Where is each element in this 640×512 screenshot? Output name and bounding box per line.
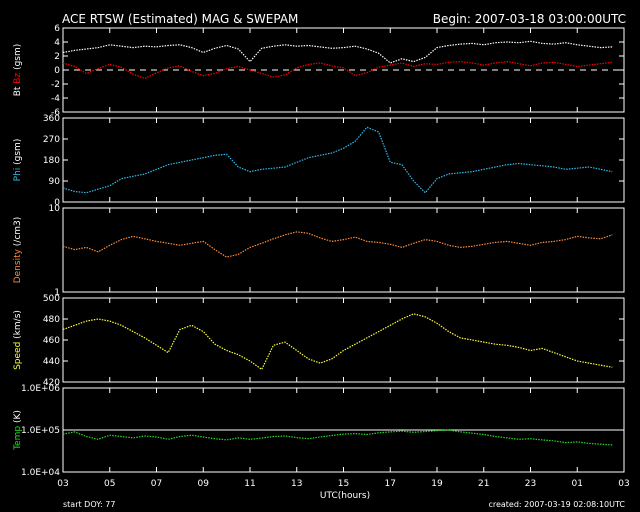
- x-tick-label: 15: [338, 479, 349, 489]
- speed-series: [62, 313, 613, 371]
- x-tick-label: 19: [431, 479, 443, 489]
- bt-series: [62, 40, 613, 64]
- x-tick-label: 05: [104, 479, 115, 489]
- y-tick-label: 500: [43, 294, 60, 304]
- y-tick-label: 420: [43, 378, 60, 388]
- y-tick-label: 1.0E+05: [21, 426, 60, 436]
- created-time: created: 2007-03-19 02:08:10UTC: [488, 500, 625, 509]
- y-tick-label: 360: [43, 114, 60, 124]
- density-panel-frame: [62, 207, 625, 293]
- y-axis-label: Temp (K): [13, 410, 23, 451]
- y-axis-label-name: Density: [13, 248, 23, 283]
- x-tick-label: 21: [478, 479, 489, 489]
- phi-panel: 360 270 180 90 0 Phi (gsm): [13, 114, 625, 208]
- y-tick-label: 1.0E+06: [21, 384, 60, 394]
- speed-panel: 500 480 460 440 420 Speed (km/s): [13, 294, 625, 388]
- x-axis-label: UTC(hours): [320, 491, 370, 501]
- plot-title: ACE RTSW (Estimated) MAG & SWEPAM: [62, 12, 298, 26]
- y-tick-label: 180: [43, 156, 60, 166]
- x-tick-label: 01: [572, 479, 583, 489]
- y-axis-label: Bt Bz (gsm): [13, 44, 23, 97]
- phi-panel-frame: [62, 117, 625, 203]
- y-tick-label: -6: [51, 108, 60, 118]
- y-axis-label-unit: (km/s): [13, 310, 23, 342]
- speed-panel-frame: [62, 297, 625, 383]
- mag-panel: 6 4 2 0 -2 -4 -6 Bt Bz (gsm): [13, 24, 625, 118]
- y-tick-label: 90: [49, 177, 61, 187]
- y-tick-label: 270: [43, 135, 60, 145]
- y-axis-label-unit: (/cm3): [13, 217, 23, 249]
- begin-time: Begin: 2007-03-18 03:00:00UTC: [433, 12, 626, 26]
- y-tick-label: -4: [51, 94, 60, 104]
- y-tick-label: 460: [43, 336, 60, 346]
- y-tick-label: 2: [54, 52, 60, 62]
- y-tick-label: 480: [43, 315, 60, 325]
- x-tick-label: 17: [385, 479, 396, 489]
- temp-panel: 1.0E+06 1.0E+05 1.0E+04 Temp (K): [13, 384, 625, 478]
- density-panel: 10 1 Density (/cm3): [13, 204, 625, 298]
- y-tick-label: -2: [51, 80, 60, 90]
- x-tick-label: 13: [291, 479, 302, 489]
- y-tick-label: 10: [49, 204, 61, 214]
- y-axis-label-name: Temp: [13, 426, 23, 451]
- phi-series: [62, 126, 613, 194]
- y-tick-label: 1: [54, 288, 60, 298]
- y-axis-label-unit: (gsm): [13, 139, 23, 168]
- y-axis-label-part: Bz: [13, 73, 23, 87]
- x-tick-label: 03: [57, 479, 68, 489]
- y-axis-label: Density (/cm3): [13, 217, 23, 284]
- y-tick-label: 1.0E+04: [21, 468, 60, 478]
- y-axis-label: Speed (km/s): [13, 310, 23, 370]
- density-series: [62, 231, 613, 258]
- start-doy: start DOY: 77: [63, 500, 115, 509]
- x-tick-label: 11: [244, 479, 255, 489]
- y-axis-label: Phi (gsm): [13, 139, 23, 182]
- y-axis-label-part: Bt: [13, 86, 23, 96]
- y-tick-label: 440: [43, 357, 60, 367]
- y-axis-label-unit: (K): [13, 410, 23, 426]
- y-tick-label: 0: [54, 198, 60, 208]
- y-tick-label: 4: [54, 38, 60, 48]
- x-tick-label: 09: [198, 479, 210, 489]
- y-axis-label-name: Phi: [13, 168, 23, 182]
- y-axis-label-part: (gsm): [13, 44, 23, 73]
- y-axis-label-name: Speed: [13, 342, 23, 370]
- x-tick-label: 23: [525, 479, 536, 489]
- x-tick-label: 07: [151, 479, 162, 489]
- y-tick-label: 0: [54, 66, 60, 76]
- temp-series: [62, 429, 613, 446]
- bz-series: [62, 60, 613, 80]
- y-tick-label: 6: [54, 24, 60, 34]
- x-tick-label: 03: [618, 479, 629, 489]
